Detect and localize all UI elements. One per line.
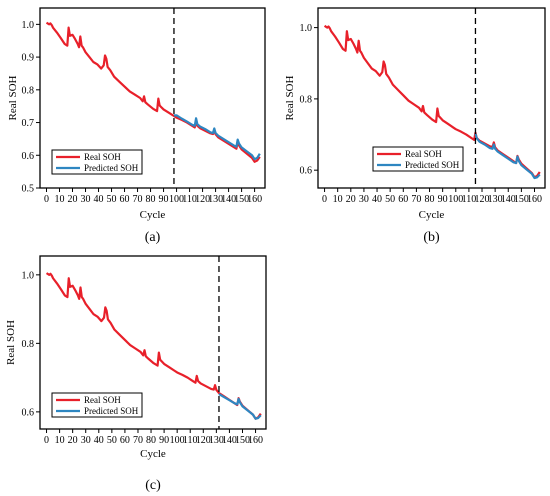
panel-caption: (a) — [145, 230, 161, 245]
y-tick-label: 1.0 — [22, 20, 35, 31]
x-tick-label: 80 — [146, 194, 156, 205]
x-tick-label: 0 — [44, 194, 49, 205]
real-soh-line — [45, 21, 261, 163]
y-tick-label: 0.8 — [22, 85, 35, 96]
x-tick-label: 40 — [372, 194, 382, 205]
x-tick-label: 90 — [438, 194, 448, 205]
y-axis-title: Real SOH — [5, 320, 17, 365]
x-tick-label: 80 — [425, 194, 435, 205]
x-tick-label: 50 — [107, 194, 117, 205]
panel-caption: (c) — [145, 478, 161, 493]
predicted-soh-line — [173, 114, 261, 161]
x-tick-label: 30 — [81, 435, 91, 446]
x-tick-label: 100 — [169, 194, 184, 205]
x-tick-label: 100 — [170, 435, 185, 446]
x-tick-label: 30 — [81, 194, 91, 205]
plot-frame — [39, 255, 267, 430]
x-tick-label: 100 — [448, 194, 463, 205]
legend-real-label: Real SOH — [84, 395, 121, 405]
x-tick-label: 50 — [107, 435, 117, 446]
x-tick-label: 120 — [195, 194, 210, 205]
panel-a: 0 10 20 30 40 50 60 70 80 90 100110120130140150160… — [7, 7, 266, 245]
x-tick-label: 60 — [120, 435, 130, 446]
x-tick-label: 70 — [411, 194, 421, 205]
y-axis-title: Real SOH — [284, 75, 296, 120]
x-tick-label: 110 — [462, 194, 477, 205]
legend-predicted-label: Predicted SOH — [405, 160, 460, 170]
x-tick-label: 120 — [196, 435, 211, 446]
plot-frame — [39, 7, 266, 189]
legend-real-label: Real SOH — [84, 152, 121, 162]
y-tick-label: 0.6 — [22, 151, 35, 162]
y-tick-label: 0.5 — [22, 184, 35, 195]
x-tick-label: 50 — [385, 194, 395, 205]
x-tick-label: 140 — [501, 194, 516, 205]
legend-box — [51, 392, 143, 418]
x-tick-label: 10 — [55, 194, 65, 205]
x-tick-label: 150 — [235, 435, 250, 446]
x-tick-label: 70 — [133, 435, 143, 446]
legend-real-label: Real SOH — [405, 149, 442, 159]
y-tick-label: 0.8 — [300, 94, 313, 105]
x-tick-label: 80 — [146, 435, 156, 446]
y-axis-title: Real SOH — [7, 75, 19, 120]
x-tick-label: 10 — [333, 194, 343, 205]
x-tick-label: 120 — [475, 194, 490, 205]
predicted-soh-line — [218, 393, 262, 420]
x-tick-label: 20 — [68, 194, 78, 205]
x-tick-label: 70 — [133, 194, 143, 205]
x-tick-label: 0 — [44, 435, 49, 446]
predicted-soh-line — [474, 133, 541, 180]
legend-box — [372, 146, 464, 172]
x-axis-title: Cycle — [140, 448, 166, 460]
y-tick-label: 0.9 — [22, 53, 35, 64]
legend-predicted-label: Predicted SOH — [84, 406, 139, 416]
x-tick-label: 10 — [55, 435, 65, 446]
x-tick-label: 160 — [247, 194, 262, 205]
x-tick-label: 130 — [208, 194, 223, 205]
x-tick-label: 160 — [527, 194, 542, 205]
legend-predicted-label: Predicted SOH — [84, 163, 139, 173]
y-tick-label: 1.0 — [300, 23, 313, 34]
x-tick-label: 60 — [120, 194, 130, 205]
y-tick-label: 1.0 — [22, 270, 35, 281]
x-tick-label: 0 — [322, 194, 327, 205]
x-tick-label: 40 — [94, 194, 104, 205]
x-tick-label: 20 — [68, 435, 78, 446]
panel-c: 0 10 20 30 40 50 60 70 80 90 100110120130140150160… — [5, 255, 267, 493]
x-tick-label: 60 — [398, 194, 408, 205]
y-tick-label: 0.6 — [300, 166, 313, 177]
x-tick-label: 90 — [159, 435, 169, 446]
legend-box — [51, 149, 143, 175]
plot-frame — [317, 7, 546, 189]
x-tick-label: 150 — [234, 194, 249, 205]
x-axis-title: Cycle — [140, 209, 166, 221]
x-tick-label: 110 — [183, 435, 198, 446]
x-tick-label: 130 — [488, 194, 503, 205]
x-tick-label: 130 — [209, 435, 224, 446]
y-tick-label: 0.6 — [22, 407, 35, 418]
x-tick-label: 110 — [182, 194, 197, 205]
x-tick-label: 90 — [159, 194, 169, 205]
x-tick-label: 40 — [94, 435, 104, 446]
x-tick-label: 20 — [346, 194, 356, 205]
y-tick-label: 0.8 — [22, 339, 35, 350]
panel-b: 0 10 20 30 40 50 60 70 80 90 100110120130140150160… — [284, 7, 546, 245]
x-tick-label: 140 — [222, 435, 237, 446]
x-tick-label: 140 — [221, 194, 236, 205]
x-tick-label: 30 — [359, 194, 369, 205]
x-tick-label: 150 — [514, 194, 529, 205]
panel-caption: (b) — [423, 230, 440, 245]
x-axis-title: Cycle — [419, 209, 445, 221]
y-tick-label: 0.7 — [22, 118, 35, 129]
x-tick-label: 160 — [248, 435, 263, 446]
